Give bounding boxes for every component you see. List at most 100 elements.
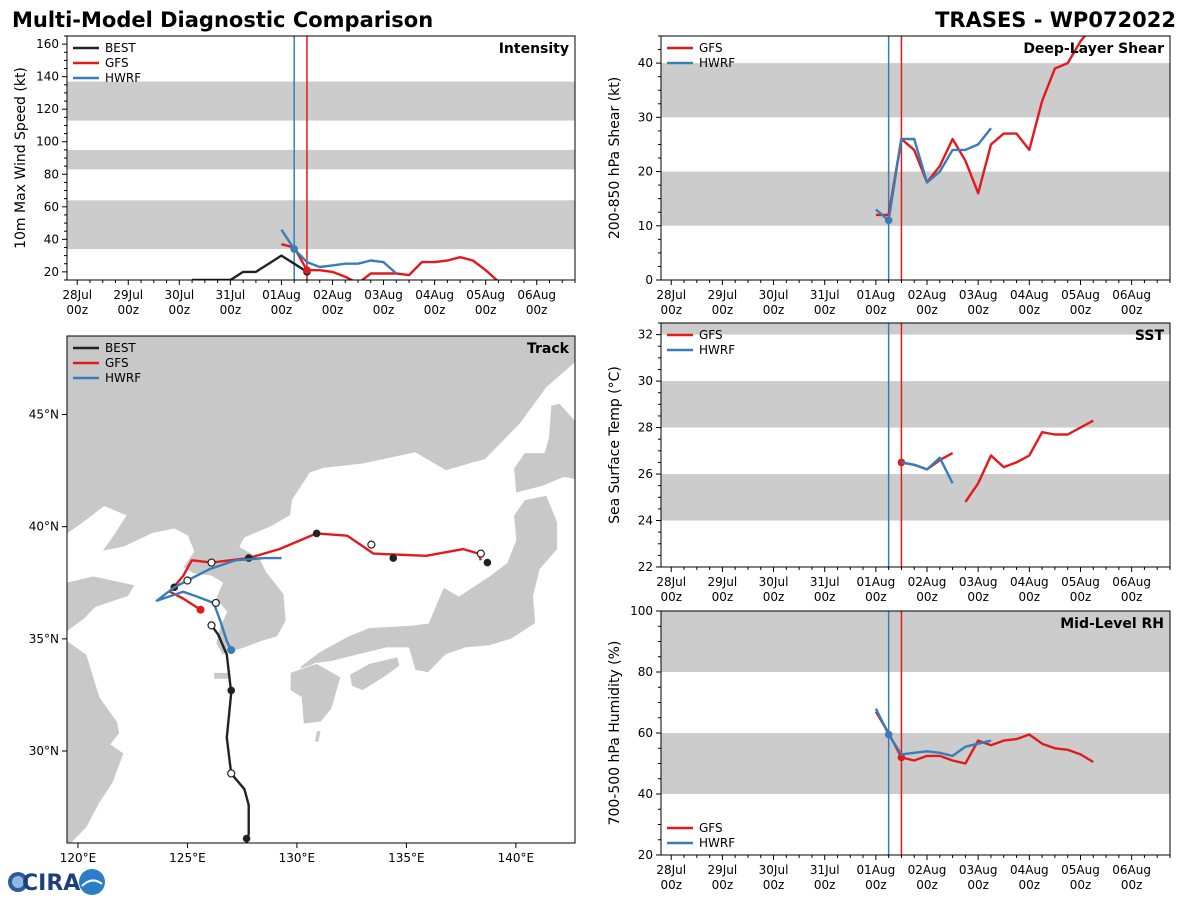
land-jeju [213,672,230,680]
sst-xtick-date: 04Aug [1010,575,1049,589]
sst-xtick-hour: 00z [1070,590,1092,604]
shear-ytick-label: 30 [638,110,653,124]
sst-ytick-label: 30 [638,374,653,388]
rh-xtick-hour: 00z [814,878,836,892]
rh-xtick-date: 06Aug [1112,863,1151,877]
rh-xtick-date: 29Jul [708,863,738,877]
intensity-band-0 [67,200,575,250]
legend-label-hwrf: HWRF [105,371,141,385]
intensity-series-best [192,254,308,280]
legend-label-gfs: GFS [699,41,723,55]
track-marker-gfs [312,529,321,538]
track-marker-gfs [483,558,492,567]
legend-label-hwrf: HWRF [699,836,735,850]
globe-inner-icon [12,876,24,888]
rh-ytick-label: 80 [638,665,653,679]
rh-panel: 2040608010028Jul00z29Jul00z30Jul00z31Jul… [607,604,1171,892]
intensity-ylabel: 10m Max Wind Speed (kt) [13,67,29,249]
rh-marker-gfs [897,753,906,762]
track-marker-hwrf [211,598,220,608]
rh-panel-title: Mid-Level RH [1060,616,1164,632]
intensity-ytick-label: 60 [44,200,59,214]
sst-series-hwrf [901,456,954,484]
rh-xtick-hour: 00z [967,878,989,892]
intensity-xtick-hour: 00z [424,303,446,317]
sst-frame [660,322,1171,568]
intensity-xtick-hour: 00z [66,303,88,317]
sst-xtick-hour: 00z [814,590,836,604]
intensity-xtick-hour: 00z [271,303,293,317]
intensity-ytick-label: 40 [44,232,59,246]
shear-xtick-hour: 00z [967,303,989,317]
rh-plot-area [661,611,1170,855]
rh-ytick-label: 60 [638,726,653,740]
legend-label-best: BEST [105,341,136,355]
land-shikoku [349,656,401,691]
shear-marker-hwrf [884,216,893,225]
track-marker-hwrf [227,646,236,655]
track-marker-gfs [367,540,376,549]
shear-xtick-date: 05Aug [1061,288,1100,302]
land-china-korea [67,336,575,656]
sst-xtick-date: 31Jul [810,575,840,589]
shear-xtick-hour: 00z [865,303,887,317]
intensity-xtick-date: 30Jul [164,288,194,302]
sst-series-gfs-2 [964,419,1094,503]
intensity-xtick-hour: 00z [373,303,395,317]
emblem-wave [81,879,103,887]
shear-ytick-label: 0 [645,273,653,287]
intensity-xtick-date: 28Jul [62,288,92,302]
cira-logo: CIRA [8,869,105,896]
land-kyushu [289,663,342,725]
sst-xtick-date: 06Aug [1112,575,1151,589]
sst-band-1 [661,381,1170,428]
intensity-xtick-hour: 00z [117,303,139,317]
track-marker-best [227,686,236,695]
intensity-ytick-label: 80 [44,167,59,181]
shear-xtick-date: 06Aug [1112,288,1151,302]
track-panel-title: Track [527,341,570,357]
intensity-xtick-date: 04Aug [415,288,454,302]
shear-xtick-date: 30Jul [759,288,789,302]
intensity-xtick-hour: 00z [169,303,191,317]
shear-xtick-hour: 00z [916,303,938,317]
land-east-china [67,639,125,843]
intensity-marker-hwrf [290,245,298,253]
rh-xtick-date: 30Jul [759,863,789,877]
intensity-xtick-date: 06Aug [517,288,556,302]
logo-text: CIRA [22,871,80,896]
sst-ytick-label: 32 [638,328,653,342]
legend-label-gfs: GFS [699,328,723,342]
intensity-xtick-date: 05Aug [466,288,505,302]
intensity-xtick-hour: 00z [322,303,344,317]
intensity-series-gfs [281,243,499,280]
shear-xtick-hour: 00z [763,303,785,317]
intensity-series-hwrf [280,228,398,275]
rh-xtick-hour: 00z [763,878,785,892]
track-ytick-label: 40°N [29,520,59,534]
shear-xtick-hour: 00z [1070,303,1092,317]
intensity-panel-title: Intensity [499,41,569,57]
legend-label-gfs: GFS [105,356,129,370]
sst-xtick-hour: 00z [712,590,734,604]
shear-panel: 01020304028Jul00z29Jul00z30Jul00z31Jul00… [607,35,1171,317]
track-panel: 120°E 125°E 130°E 135°E 140°E 30°N 35°N 40°N 45°… [29,335,576,865]
shear-xtick-hour: 00z [1121,303,1143,317]
sst-xtick-date: 01Aug [857,575,896,589]
track-frame [66,335,576,844]
emblem-icon [79,869,105,895]
sst-xtick-hour: 00z [916,590,938,604]
legend-label-hwrf: HWRF [699,343,735,357]
intensity-xtick-hour: 00z [220,303,242,317]
rh-xtick-hour: 00z [1070,878,1092,892]
track-xtick-label: 130°E [279,851,316,865]
sst-ytick-label: 24 [638,514,653,528]
legend-label-hwrf: HWRF [699,56,735,70]
sst-xtick-date: 02Aug [908,575,947,589]
intensity-xtick-date: 31Jul [216,288,246,302]
legend-label-best: BEST [105,41,136,55]
intensity-xtick-date: 29Jul [113,288,143,302]
track-marker-hwrf [183,576,192,585]
sst-xtick-date: 05Aug [1061,575,1100,589]
sst-xtick-hour: 00z [967,590,989,604]
